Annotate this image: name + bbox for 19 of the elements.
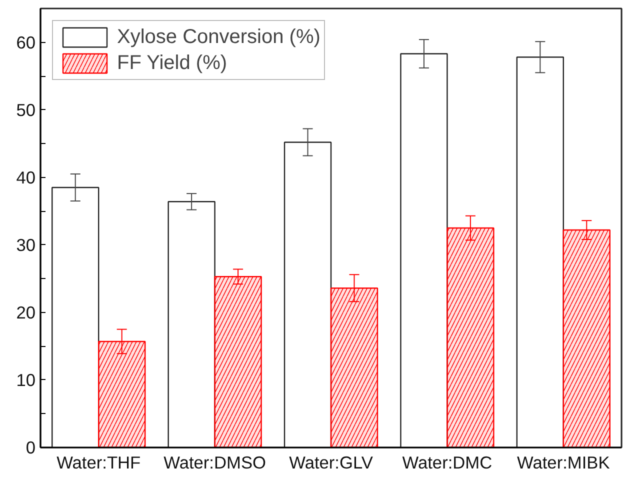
y-tick-label: 10 [16,370,36,390]
x-tick-label: Water:DMSO [164,452,266,472]
y-tick-label: 50 [16,100,36,120]
legend-label: Xylose Conversion (%) [117,26,320,48]
x-tick-label: Water:GLV [289,452,374,472]
y-tick-label: 30 [16,234,36,255]
bar [400,53,448,448]
y-tick-label: 40 [16,167,36,188]
y-tick-label: 20 [16,302,36,322]
bar [168,201,216,448]
y-tick-label: 60 [16,32,36,52]
bar [52,186,100,448]
x-tick-label: Water:THF [56,452,141,472]
bar [516,56,564,448]
x-tick-label: Water:MIBK [517,452,610,472]
y-tick-label: 0 [26,438,36,458]
bar [284,142,332,448]
legend-label: FF Yield (%) [117,52,228,74]
x-tick-label: Water:DMC [402,452,492,472]
